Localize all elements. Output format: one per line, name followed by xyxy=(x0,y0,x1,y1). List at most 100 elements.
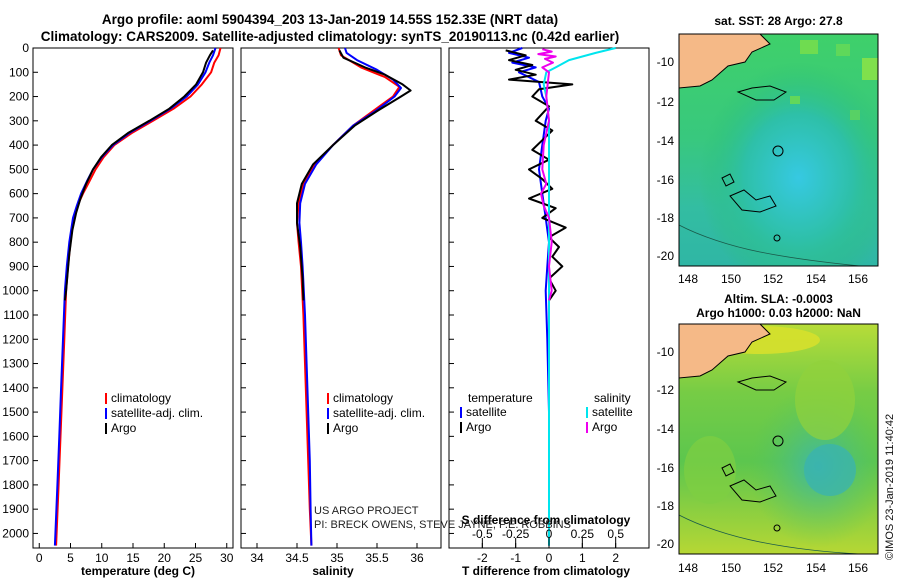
x-tick-label: 20 xyxy=(158,551,172,565)
x-tick-label: 2 xyxy=(612,551,619,565)
map-lat-label: -10 xyxy=(657,345,675,359)
depth-tick-label: 600 xyxy=(9,187,29,201)
depth-tick-label: 1900 xyxy=(2,502,29,516)
depth-tick-label: 1000 xyxy=(2,284,29,298)
land-new-guinea-sla xyxy=(678,323,771,379)
argo-location-marker xyxy=(772,145,784,157)
series-line-climatology xyxy=(55,47,222,546)
depth-tick-label: 1400 xyxy=(2,381,29,395)
map-lat-label: -10 xyxy=(657,55,675,69)
series-line-t-satellite xyxy=(508,47,550,546)
depth-tick-label: 1300 xyxy=(2,357,29,371)
depth-tick-label: 300 xyxy=(9,114,29,128)
difference-plot: -2 -1 0 1 2 -0.5 -0.25 0 0.25 0.5 temperature salin… xyxy=(460,47,633,565)
legend-title-temperature: temperature xyxy=(468,391,533,405)
x-tick-label: 5 xyxy=(67,551,74,565)
depth-tick-label: 100 xyxy=(9,65,29,79)
legend-label: satellite-adj. clim. xyxy=(333,406,425,420)
series-line-argo xyxy=(296,49,412,301)
legend-label: Argo xyxy=(111,421,137,435)
series-line-t-argo xyxy=(505,49,574,301)
depth-tick-label: 400 xyxy=(9,138,29,152)
land-new-guinea xyxy=(678,33,771,89)
legend-label: Argo xyxy=(333,421,359,435)
argo-height-title: Argo h1000: 0.03 h2000: NaN xyxy=(696,306,861,320)
x-tick-label: 34.5 xyxy=(285,551,309,565)
map-lon-label: 156 xyxy=(848,272,868,286)
x-tick-label: 34 xyxy=(250,551,264,565)
sst-map-title: sat. SST: 28 Argo: 27.8 xyxy=(714,14,843,28)
legend-title-salinity: salinity xyxy=(594,391,631,405)
x-tick-label: 35 xyxy=(330,551,344,565)
map-lon-label: 148 xyxy=(678,272,698,286)
depth-tick-label: 1600 xyxy=(2,429,29,443)
depth-tick-label: 1100 xyxy=(3,308,29,322)
imos-credit: ©IMOS 23-Jan-2019 11:40:42 xyxy=(884,413,896,560)
x-tick-label: 0 xyxy=(546,551,553,565)
map-lat-label: -14 xyxy=(657,134,675,148)
legend-label: climatology xyxy=(111,391,171,405)
top-x-tick-label: -0.25 xyxy=(502,527,530,541)
x-tick-label: -1 xyxy=(510,551,521,565)
s-difference-xlabel: S difference from climatology xyxy=(462,513,631,527)
x-tick-label: 30 xyxy=(220,551,234,565)
sla-map-title: Altim. SLA: -0.0003 xyxy=(724,292,833,306)
x-tick-label: 36 xyxy=(410,551,424,565)
map-lon-label: 150 xyxy=(721,561,741,575)
series-line-argo xyxy=(63,49,214,301)
x-tick-label: 1 xyxy=(579,551,586,565)
depth-tick-label: 700 xyxy=(9,211,29,225)
map-lon-label: 152 xyxy=(763,561,783,575)
depth-tick-label: 1500 xyxy=(2,405,29,419)
salinity-plot-frame xyxy=(240,47,442,549)
top-x-tick-label: -0.5 xyxy=(472,527,493,541)
series-line-climatology xyxy=(296,47,401,546)
profile-title: Argo profile: aoml 5904394_203 13-Jan-20… xyxy=(101,12,559,27)
x-tick-label: 25 xyxy=(189,551,203,565)
salinity-xlabel: salinity xyxy=(312,564,354,578)
temperature-xlabel: temperature (deg C) xyxy=(81,564,195,578)
x-tick-label: -2 xyxy=(477,551,488,565)
x-tick-label: 35.5 xyxy=(365,551,389,565)
legend-label: satellite xyxy=(466,405,507,419)
map-lat-label: -12 xyxy=(657,95,675,109)
map-lon-label: 156 xyxy=(848,561,868,575)
project-credit: US ARGO PROJECT xyxy=(314,505,419,517)
map-lat-label: -14 xyxy=(657,422,675,436)
depth-tick-label: 0 xyxy=(22,41,29,55)
map-lon-label: 154 xyxy=(806,272,826,286)
map-lat-label: -16 xyxy=(657,173,675,187)
map-ticks: -10-10-12-12-14-14-16-16-18-18-20-201481… xyxy=(657,55,869,575)
legend-label: satellite-adj. clim. xyxy=(111,406,203,420)
depth-tick-label: 200 xyxy=(9,90,29,104)
map-lat-label: -18 xyxy=(657,499,675,513)
map-lon-label: 152 xyxy=(763,272,783,286)
map-lat-label: -20 xyxy=(657,537,675,551)
depth-tick-label: 800 xyxy=(9,235,29,249)
legend-label: Argo xyxy=(466,420,492,434)
depth-tick-label: 1700 xyxy=(2,454,29,468)
map-lon-label: 150 xyxy=(721,272,741,286)
salinity-plot: 34 34.5 35 35.5 36 climatologysatellite-adj. … xyxy=(250,47,425,565)
series-line-s-argo xyxy=(537,48,557,301)
temperature-plot-frame xyxy=(32,47,234,549)
climatology-subtitle: Climatology: CARS2009. Satellite-adjuste… xyxy=(40,29,620,44)
t-difference-xlabel: T difference from climatology xyxy=(462,564,630,578)
map-lon-label: 154 xyxy=(806,561,826,575)
legend-label: climatology xyxy=(333,391,393,405)
depth-tick-label: 2000 xyxy=(2,526,29,540)
depth-axis: 0 100 200 300 400 500 600 700 800 900 1000 1100 1200… xyxy=(2,41,454,540)
sst-map xyxy=(678,33,879,267)
legend-label: Argo xyxy=(592,420,618,434)
depth-tick-label: 900 xyxy=(9,259,29,273)
map-lat-label: -18 xyxy=(657,211,675,225)
x-tick-label: 10 xyxy=(95,551,109,565)
sla-map xyxy=(678,323,879,555)
depth-tick-label: 500 xyxy=(9,162,29,176)
top-x-tick-label: 0 xyxy=(546,527,553,541)
top-x-tick-label: 0.5 xyxy=(607,527,624,541)
depth-tick-label: 1200 xyxy=(2,332,29,346)
map-lat-label: -12 xyxy=(657,383,675,397)
